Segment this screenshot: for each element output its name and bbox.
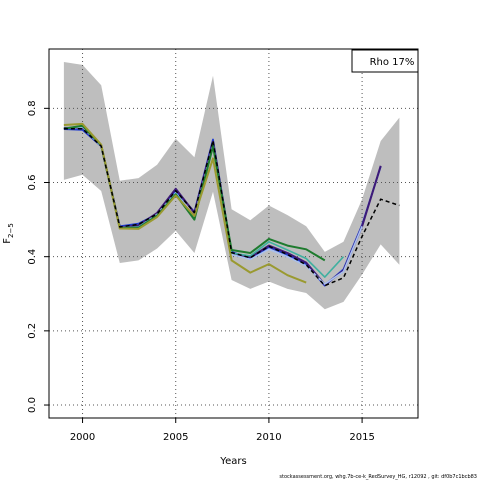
y-tick-label: 0.8 [27,100,38,116]
svg-text:F2−5: F2−5 [2,223,15,244]
legend: Rho 17% [351,49,419,73]
axis-layer: 2000 2005 2010 2015 0.0 0.2 0.4 0.6 0.8 [27,100,375,443]
y-axis-title-subscript: 2−5 [7,223,15,238]
confidence-band-layer [63,62,400,310]
x-tick-label: 2015 [349,432,374,443]
grid-layer [49,49,418,418]
x-axis-title: Years [219,456,246,467]
footer-credit: stockassessment.org, whg.7b-ce-k_RedSurv… [279,474,477,480]
x-tick-label: 2005 [163,432,188,443]
y-axis-title-main: F [2,238,13,244]
series-layer [63,122,400,287]
y-tick-label: 0.2 [27,323,38,339]
y-tick-label: 0.6 [27,175,38,191]
confidence-band [63,62,400,310]
x-tick-label: 2010 [256,432,281,443]
y-axis-title: F2−5 [2,223,15,244]
plot-frame [48,48,419,419]
legend-label: Rho 17% [370,57,415,68]
legend-box [351,49,419,73]
x-tick-label: 2000 [70,432,95,443]
y-tick-label: 0.0 [27,397,38,413]
y-tick-label: 0.4 [27,249,38,265]
series-line-7 [63,127,400,287]
